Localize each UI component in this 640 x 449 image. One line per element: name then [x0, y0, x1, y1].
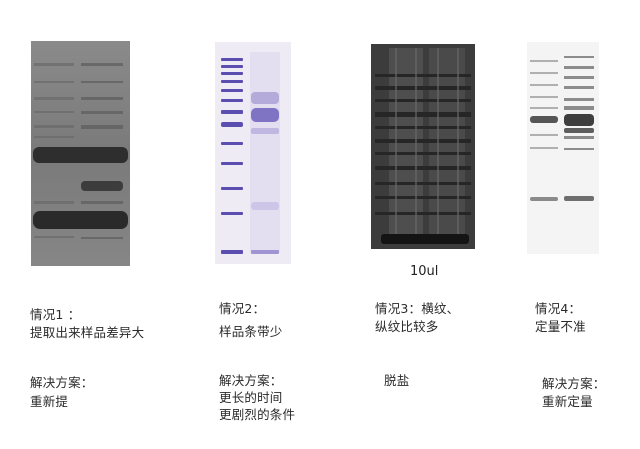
case-1-solution-line: 重新提 [30, 394, 69, 409]
gel-volume-label: 10ul [410, 264, 439, 279]
case-2-solution-line: 更剧烈的条件 [219, 407, 296, 422]
gel-image-case-3 [371, 44, 475, 249]
case-2-solution-line: 更长的时间 [219, 390, 283, 405]
case-4-description: 定量不准 [535, 319, 586, 334]
case-2-solution-title: 解决方案： [219, 373, 283, 388]
gel-image-case-4 [527, 42, 599, 254]
case-4-title: 情况4： [535, 301, 582, 316]
case-1-description: 提取出来样品差异大 [30, 325, 145, 340]
case-1-title: 情况1 ： [30, 307, 81, 322]
case-3-title: 情况3：横纹、 [375, 301, 460, 316]
gel-image-case-1 [31, 41, 130, 266]
case-4-solution-line: 重新定量 [542, 394, 593, 409]
case-3-description: 纵纹比较多 [375, 319, 439, 334]
gel-image-case-2 [215, 42, 291, 264]
case-3-solution-line: 脱盐 [384, 373, 410, 388]
case-1-solution-title: 解决方案： [30, 375, 94, 390]
case-4-solution-title: 解决方案： [542, 376, 606, 391]
case-2-description: 样品条带少 [219, 324, 283, 339]
case-2-title: 情况2： [219, 301, 266, 316]
